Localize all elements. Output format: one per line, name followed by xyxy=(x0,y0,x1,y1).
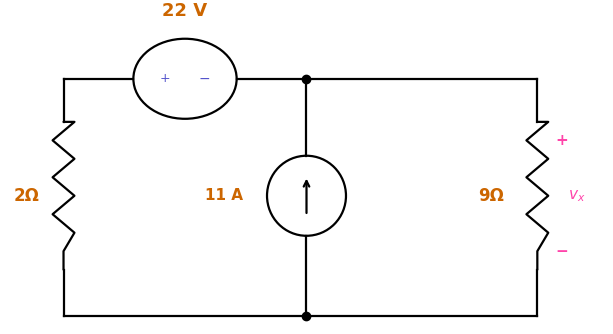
Text: +: + xyxy=(160,72,170,85)
Text: 11 A: 11 A xyxy=(205,188,243,203)
Text: −: − xyxy=(555,244,568,259)
Text: 2Ω: 2Ω xyxy=(13,187,39,205)
Text: +: + xyxy=(555,133,568,148)
Text: −: − xyxy=(199,72,210,86)
Text: 9Ω: 9Ω xyxy=(478,187,504,205)
Text: 22 V: 22 V xyxy=(162,2,208,20)
Text: $v_x$: $v_x$ xyxy=(568,188,585,204)
